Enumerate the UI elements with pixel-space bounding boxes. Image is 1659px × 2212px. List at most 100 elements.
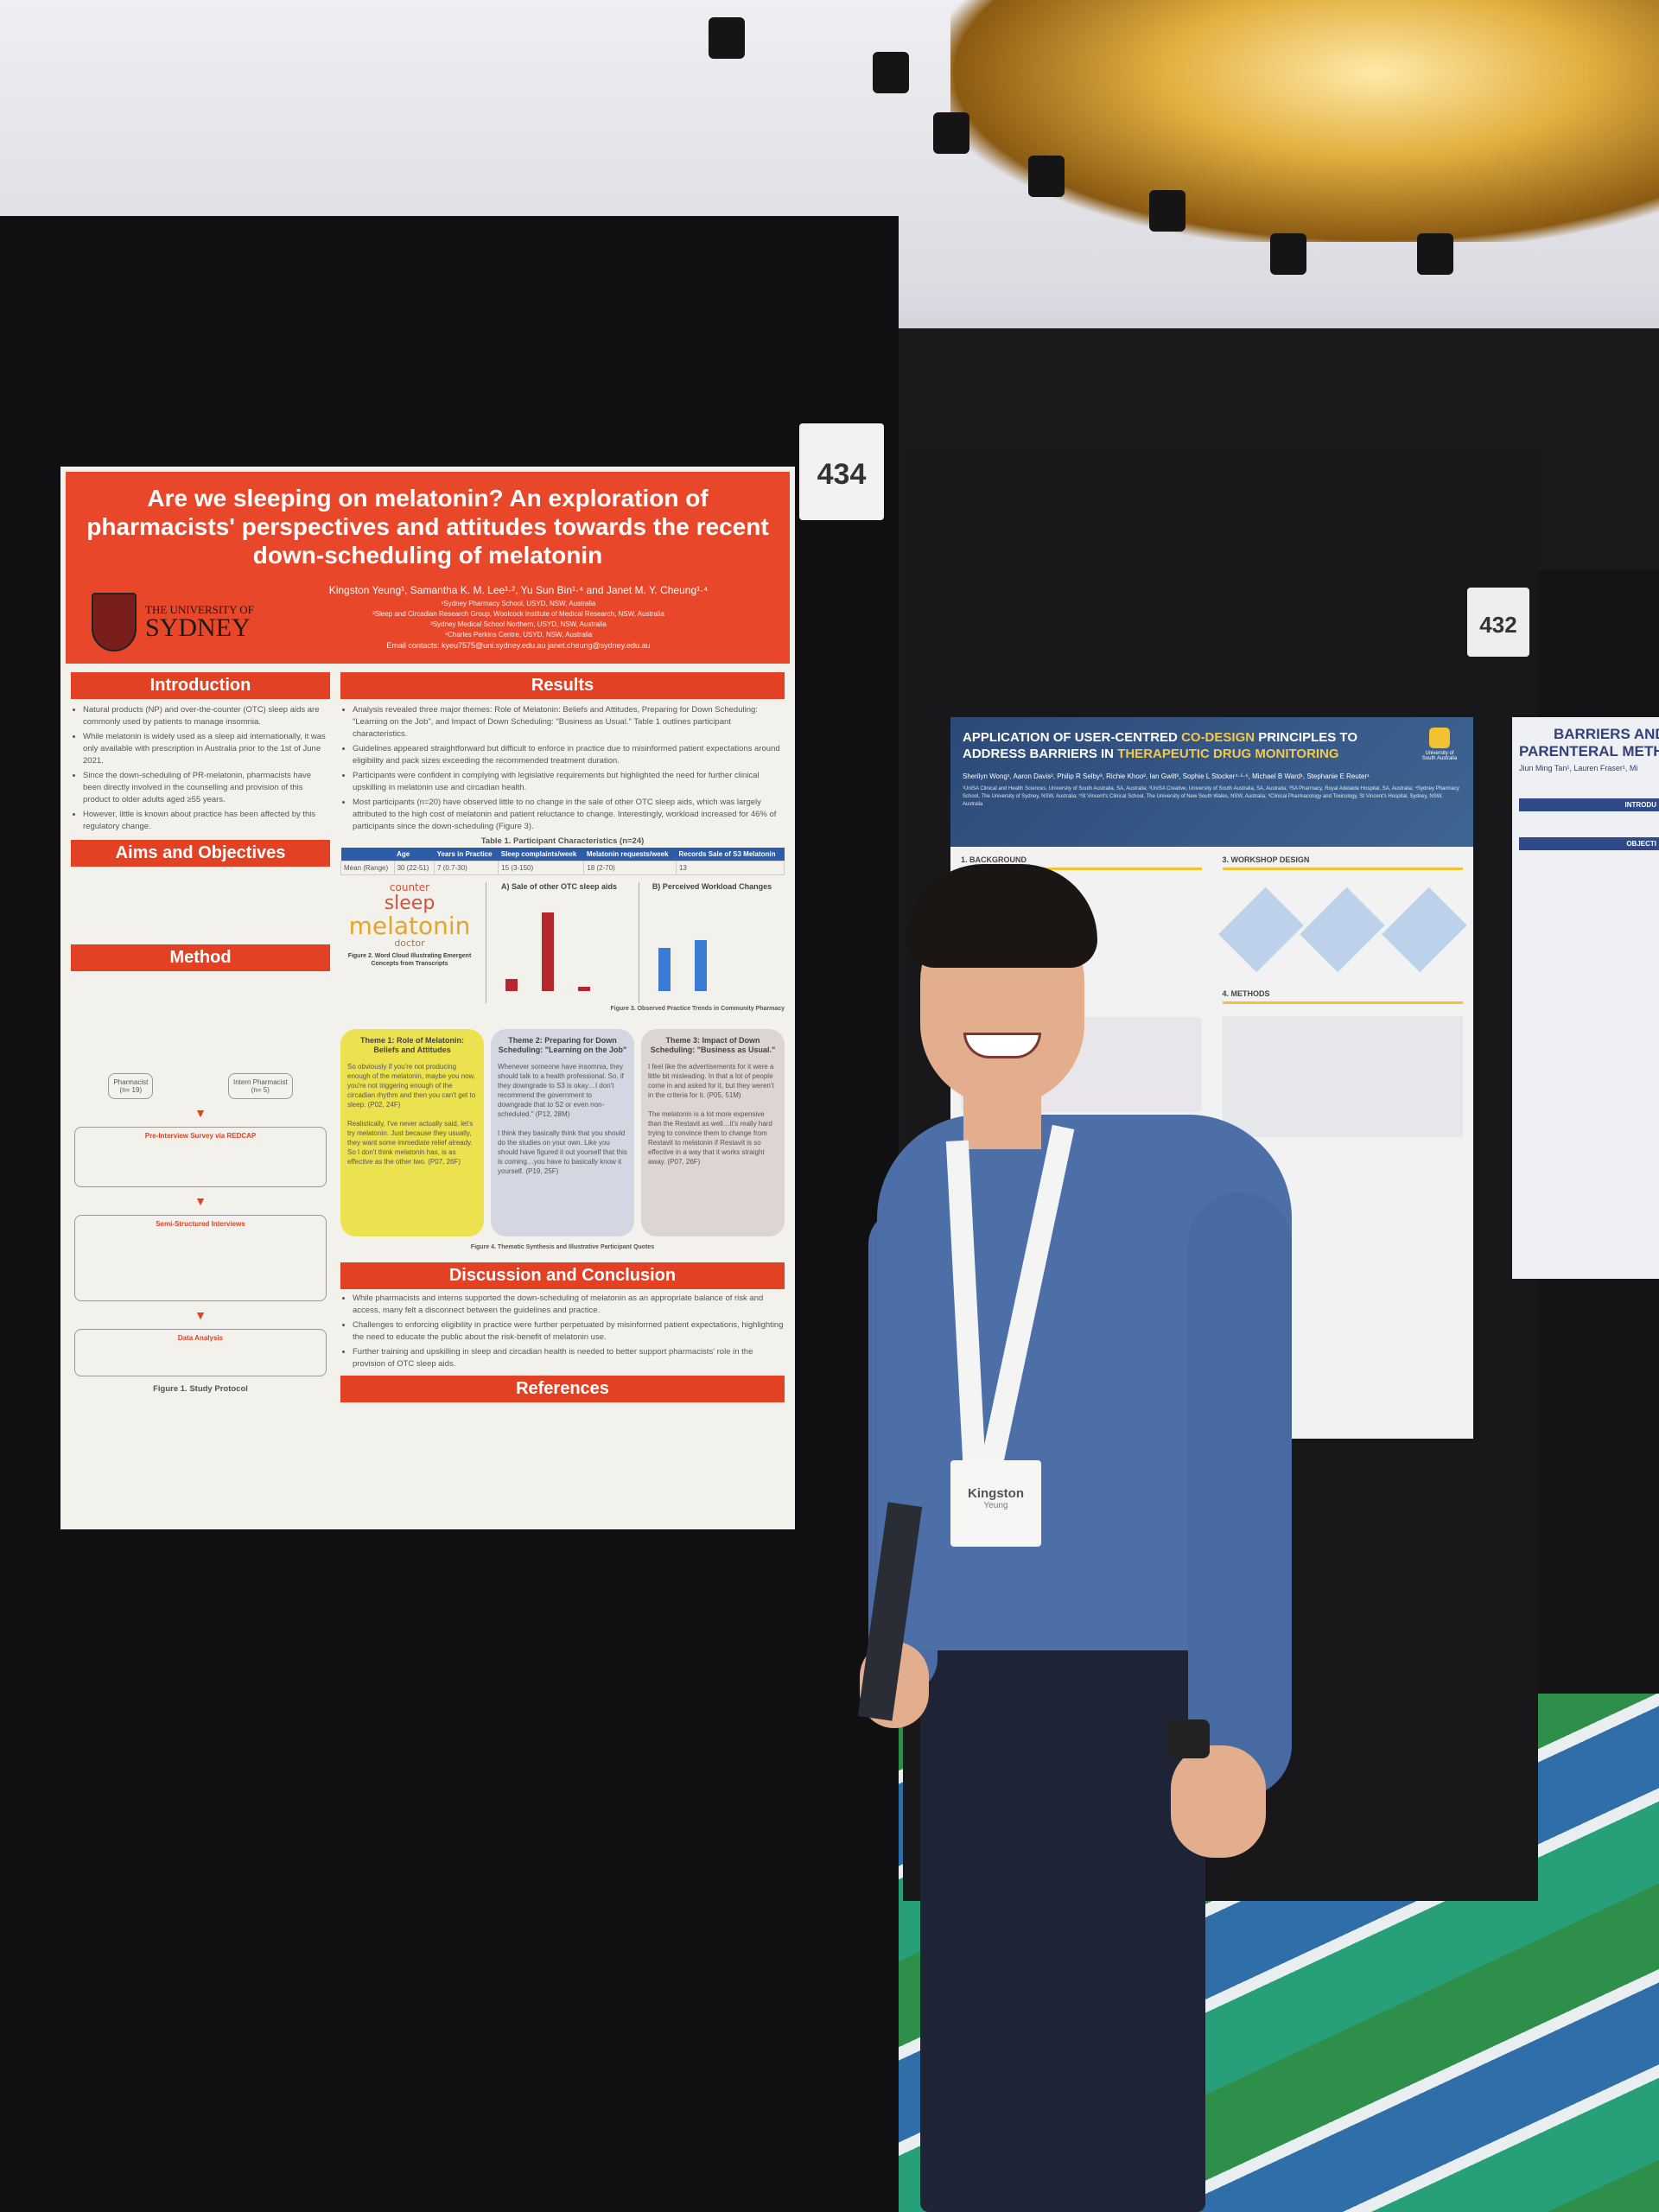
bullet: Participants were confident in complying… — [353, 770, 785, 794]
word-cloud-word: counter — [389, 881, 430, 893]
section-heading: Aims and Objectives — [71, 840, 330, 867]
author-list: Jiun Ming Tan¹, Lauren Fraser¹, Mi — [1519, 764, 1638, 772]
chart-bar — [658, 948, 671, 991]
booth-number: 432 — [1479, 612, 1517, 638]
table-row: Mean (Range) 30 (22-51) 7 (0.7-30) 15 (3-15… — [340, 861, 785, 875]
affiliation: ⁴Charles Perkins Centre, USYD, NSW, Aust… — [444, 631, 593, 639]
hand — [1171, 1745, 1266, 1858]
affiliations: ¹UniSA Clinical and Health Sciences, Uni… — [963, 786, 1459, 807]
bullet: Challenges to enforcing eligibility in p… — [353, 1319, 785, 1344]
university-logo: University of South Australia — [1418, 728, 1461, 761]
table-caption: Table 1. Participant Characteristics (n=… — [480, 836, 645, 846]
section-heading: 1. BACKGROUND — [961, 855, 1027, 864]
section-heading: 4. METHODS — [1222, 989, 1270, 998]
trousers — [920, 1616, 1205, 2212]
participant-table: Age Years in Practice Sleep complaints/wee… — [340, 848, 785, 875]
presenter: Kingston Yeung — [857, 864, 1309, 2212]
theme-card: Theme 3: Impact of Down Scheduling: "Bus… — [641, 1029, 785, 1236]
section-heading: INTRODU — [1519, 798, 1659, 811]
name-badge: Kingston Yeung — [950, 1460, 1041, 1547]
chart-bar — [578, 987, 590, 991]
arrow-down-icon: ▼ — [194, 1106, 207, 1120]
badge-first-name: Kingston — [968, 1486, 1024, 1501]
section-heading: 3. WORKSHOP DESIGN — [1222, 855, 1310, 864]
melatonin-poster: Are we sleeping on melatonin? An explora… — [60, 467, 795, 1529]
chandelier — [950, 0, 1659, 242]
section-heading: References — [340, 1376, 785, 1402]
stage-light — [873, 52, 909, 93]
word-cloud-word: sleep — [384, 892, 435, 914]
badge-last-name: Yeung — [983, 1501, 1008, 1510]
method-box: Semi-Structured Interviews — [74, 1215, 327, 1301]
word-cloud-word: melatonin — [348, 911, 471, 940]
hair — [907, 864, 1097, 968]
booth-number-tag: 432 — [1467, 588, 1529, 657]
stage-light — [1417, 233, 1453, 275]
method-box: Intern Pharmacist (n= 5) — [227, 1073, 293, 1099]
bullet: Analysis revealed three major themes: Ro… — [353, 704, 785, 741]
stage-light — [1270, 233, 1306, 275]
chart-title: B) Perceived Workload Changes — [652, 882, 772, 891]
crest-icon — [92, 593, 137, 652]
logo-text: THE UNIVERSITY OF — [145, 602, 254, 616]
logo-text: University of South Australia — [1421, 751, 1458, 761]
watch-icon — [1166, 1719, 1210, 1758]
section-heading: OBJECTI — [1519, 837, 1659, 850]
poster-header: Are we sleeping on melatonin? An explora… — [66, 472, 790, 664]
author-list: Sherilyn Wong¹, Aaron Davis², Philip R S… — [963, 772, 1370, 780]
stage-light — [1149, 190, 1185, 232]
figure-caption: Figure 2. Word Cloud Illustrating Emerge… — [347, 952, 472, 967]
arrow-down-icon: ▼ — [194, 1308, 207, 1322]
bullet: Natural products (NP) and over-the-count… — [83, 704, 330, 728]
affiliation: ²Sleep and Circadian Research Group, Woo… — [372, 610, 664, 618]
stage-light — [709, 17, 745, 59]
bullet: However, little is known about practice … — [83, 809, 330, 833]
poster-header: APPLICATION OF USER-CENTRED CO-DESIGN PR… — [950, 717, 1473, 847]
method-box: Pre-Interview Survey via REDCAP — [74, 1127, 327, 1187]
affiliation: ³Sydney Medical School Northern, USYD, N… — [430, 620, 607, 628]
booth-number: 434 — [817, 458, 867, 491]
chart-bar — [542, 912, 554, 991]
method-box: Pharmacist (n= 19) — [108, 1073, 154, 1099]
section-heading: Method — [71, 944, 330, 971]
figure-caption: Figure 3. Observed Practice Trends in Co… — [610, 1006, 785, 1012]
bullet: Guidelines appeared straightforward but … — [353, 743, 785, 767]
bullet: Since the down-scheduling of PR-melatoni… — [83, 770, 330, 806]
bullet: Further training and upskilling in sleep… — [353, 1346, 785, 1370]
figure-caption: Figure 4. Thematic Synthesis and Illustr… — [470, 1244, 655, 1250]
bar-chart-workload: B) Perceived Workload Changes — [639, 882, 785, 1003]
smile — [963, 1033, 1041, 1058]
affiliation: ¹Sydney Pharmacy School, USYD, NSW, Aust… — [441, 600, 596, 607]
logo-icon — [1429, 728, 1450, 748]
poster-title: Are we sleeping on melatonin? An explora… — [86, 485, 769, 569]
method-box: Data Analysis — [74, 1329, 327, 1376]
chart-bar — [695, 939, 707, 991]
journey-storyboard — [1222, 1016, 1463, 1137]
email-contacts: Email contacts: kyeu7575@uni.sydney.edu.… — [386, 641, 651, 650]
logo-text: SYDNEY — [145, 613, 251, 642]
stage-light — [1028, 156, 1065, 197]
section-heading: Introduction — [71, 672, 330, 699]
theme-card: Theme 1: Role of Melatonin: Beliefs and … — [340, 1029, 484, 1236]
author-list: Kingston Yeung¹, Samantha K. M. Lee¹·², … — [328, 584, 709, 596]
section-heading: Discussion and Conclusion — [340, 1262, 785, 1289]
chart-bar — [505, 979, 518, 991]
booth-number-tag: 434 — [799, 423, 884, 520]
bullet: While pharmacists and interns supported … — [353, 1293, 785, 1317]
word-cloud: counter sleep melatonin doctor Figure 2.… — [340, 882, 479, 1003]
university-logo: THE UNIVERSITY OF SYDNEY — [92, 593, 254, 652]
right-arm — [1188, 1192, 1292, 1797]
bullet: Most participants (n=20) have observed l… — [353, 797, 785, 833]
stage-light — [933, 112, 969, 154]
chart-title: A) Sale of other OTC sleep aids — [500, 882, 618, 891]
authors: Kingston Yeung¹, Samantha K. M. Lee¹·², … — [264, 584, 772, 651]
bar-chart-otc-sales: A) Sale of other OTC sleep aids — [486, 882, 632, 1003]
figure-caption: Figure 1. Study Protocol — [153, 1384, 248, 1394]
arrow-down-icon: ▼ — [194, 1194, 207, 1208]
bullet: While melatonin is widely used as a slee… — [83, 731, 330, 767]
section-heading: Results — [340, 672, 785, 699]
theme-card: Theme 2: Preparing for Down Scheduling: … — [491, 1029, 634, 1236]
poster-title: APPLICATION OF USER-CENTRED CO-DESIGN PR… — [963, 730, 1357, 761]
